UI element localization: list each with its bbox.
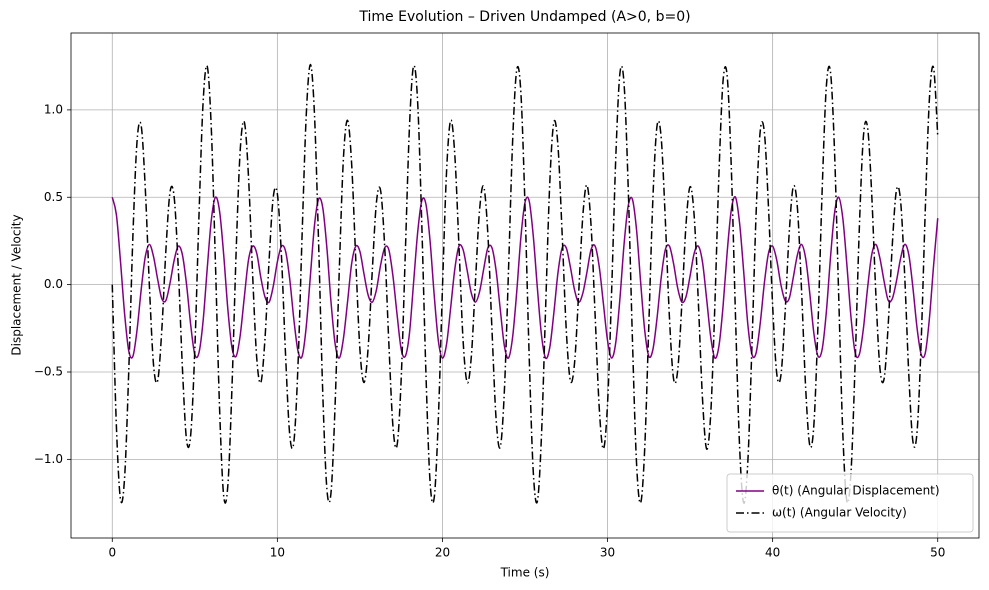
legend-box xyxy=(726,473,974,533)
legend-label: θ(t) (Angular Displacement) xyxy=(772,484,940,498)
x-tick-label: 50 xyxy=(930,546,945,560)
y-axis-label: Displacement / Velocity xyxy=(10,214,24,355)
legend: θ(t) (Angular Displacement) ω(t) (Angular… xyxy=(726,473,974,533)
x-tick-label: 10 xyxy=(270,546,285,560)
x-tick-label: 20 xyxy=(435,546,450,560)
x-tick-label: 30 xyxy=(600,546,615,560)
x-tick-label: 40 xyxy=(765,546,780,560)
y-tick-label: −0.5 xyxy=(34,364,63,378)
legend-label: ω(t) (Angular Velocity) xyxy=(772,506,907,520)
series-line xyxy=(111,63,939,504)
chart-title: Time Evolution – Driven Undamped (A>0, b… xyxy=(358,9,690,25)
y-tick-label: 0.5 xyxy=(44,190,63,204)
y-tick-label: 0.0 xyxy=(44,277,63,291)
y-tick-label: −1.0 xyxy=(34,452,63,466)
plot-frame xyxy=(70,32,980,539)
x-axis-label: Time (s) xyxy=(500,566,550,580)
y-tick-label: 1.0 xyxy=(44,102,63,116)
series-line xyxy=(111,195,939,360)
x-tick-label: 0 xyxy=(108,546,116,560)
